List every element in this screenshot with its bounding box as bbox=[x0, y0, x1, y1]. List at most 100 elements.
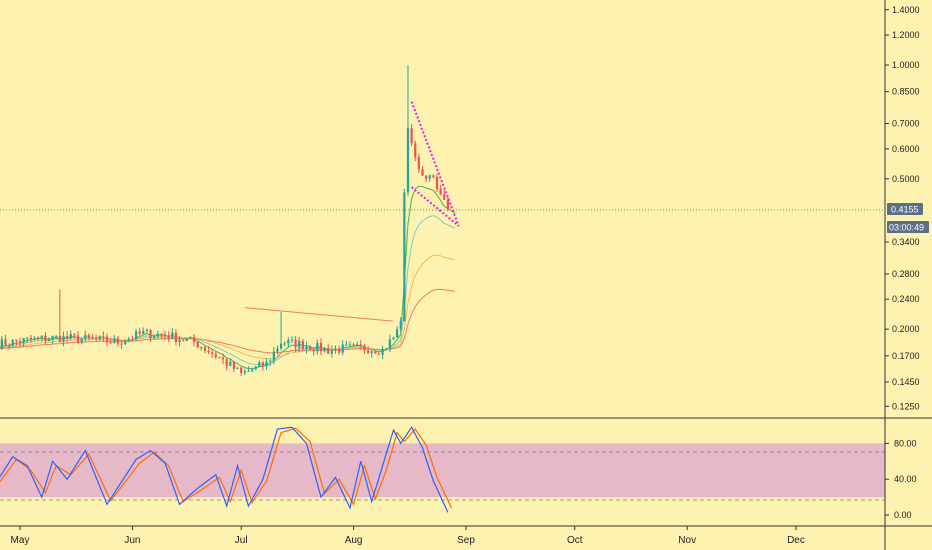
candle bbox=[138, 327, 141, 336]
candle bbox=[167, 331, 170, 343]
candle-body bbox=[276, 348, 279, 352]
candle-body bbox=[29, 337, 33, 340]
candle bbox=[196, 340, 199, 349]
candle bbox=[80, 337, 83, 345]
candle-body bbox=[348, 344, 352, 346]
candle-body bbox=[439, 188, 442, 195]
candle bbox=[421, 166, 424, 177]
price-tick-label: 0.2000 bbox=[892, 324, 920, 334]
candle bbox=[385, 347, 388, 351]
candle bbox=[374, 351, 377, 355]
candle bbox=[265, 357, 268, 371]
candle-body bbox=[356, 344, 359, 346]
stochastic-axis[interactable]: 80.00 40.00 0.00 bbox=[885, 438, 917, 520]
candle-body bbox=[109, 342, 112, 344]
price-tick-label: 0.1450 bbox=[892, 377, 920, 387]
candle bbox=[298, 336, 301, 353]
candle-body bbox=[120, 343, 123, 345]
candles bbox=[0, 64, 449, 377]
candle-body bbox=[167, 335, 170, 339]
candle bbox=[29, 334, 33, 343]
time-axis[interactable]: May Jun Jul Aug Sep Oct Nov Dec bbox=[11, 526, 805, 546]
candle-body bbox=[272, 351, 275, 361]
candle-body bbox=[417, 157, 420, 170]
candle-body bbox=[363, 345, 366, 351]
candle bbox=[127, 336, 130, 343]
candle bbox=[417, 153, 420, 173]
price-tick: 0.2400 bbox=[885, 294, 920, 304]
candle bbox=[258, 360, 261, 367]
candle bbox=[182, 339, 185, 342]
time-tick-label: Jul bbox=[235, 535, 248, 546]
candle bbox=[312, 347, 315, 356]
candle bbox=[214, 351, 217, 360]
candle bbox=[62, 331, 65, 347]
candle bbox=[428, 174, 431, 182]
candle-body bbox=[301, 341, 304, 349]
candle-body bbox=[84, 334, 87, 339]
stochastic-tick-label: 0.00 bbox=[894, 510, 912, 520]
candle bbox=[51, 335, 54, 345]
time-tick: May bbox=[11, 526, 29, 546]
candle bbox=[200, 346, 203, 351]
candle-body bbox=[385, 348, 388, 350]
candle-body bbox=[316, 342, 319, 352]
candle bbox=[218, 356, 221, 359]
candle-body bbox=[174, 332, 178, 343]
candle-body bbox=[203, 347, 207, 351]
price-tick-label: 1.4000 bbox=[892, 5, 920, 15]
candle bbox=[308, 344, 312, 351]
candle bbox=[370, 349, 373, 358]
candle-body bbox=[80, 338, 83, 343]
candle bbox=[403, 188, 406, 322]
candle bbox=[73, 332, 76, 340]
candle bbox=[290, 336, 294, 344]
candle-body bbox=[51, 336, 54, 340]
price-tick-label: 0.2800 bbox=[892, 269, 920, 279]
candle bbox=[294, 336, 297, 353]
price-tick-label: 0.3400 bbox=[892, 237, 920, 247]
candle bbox=[381, 345, 384, 360]
candle bbox=[272, 346, 275, 365]
candle bbox=[113, 335, 116, 344]
candle-body bbox=[287, 339, 290, 344]
candle bbox=[15, 339, 18, 346]
candle bbox=[163, 330, 167, 341]
candle-body bbox=[294, 339, 297, 348]
candle-body bbox=[7, 344, 11, 346]
candle bbox=[232, 360, 236, 372]
candle-body bbox=[250, 369, 254, 371]
price-pane[interactable] bbox=[0, 64, 885, 377]
time-tick-label: Oct bbox=[567, 535, 583, 546]
candle bbox=[109, 337, 112, 344]
long-ma-segment bbox=[244, 307, 394, 322]
stochastic-pane[interactable] bbox=[0, 426, 885, 513]
candle-body bbox=[424, 175, 428, 179]
candle bbox=[84, 330, 87, 342]
candle bbox=[98, 335, 101, 341]
time-tick: Jun bbox=[124, 526, 140, 546]
candle bbox=[345, 340, 348, 346]
price-axis[interactable]: 1.4000 1.2000 1.0000 0.8500 0.7000 0.6000 0.50… bbox=[885, 5, 920, 412]
candle-body bbox=[334, 348, 337, 351]
candle bbox=[102, 331, 105, 342]
candle bbox=[66, 331, 69, 344]
candle-body bbox=[142, 331, 145, 334]
candle-body bbox=[236, 367, 239, 369]
candle bbox=[435, 174, 439, 193]
candle bbox=[279, 312, 283, 351]
candle-body bbox=[105, 336, 109, 343]
time-tick: Aug bbox=[345, 526, 362, 546]
candle-body bbox=[178, 339, 181, 343]
candle bbox=[305, 341, 308, 354]
candle-body bbox=[160, 333, 163, 335]
time-tick-label: Nov bbox=[678, 535, 696, 546]
candle-body bbox=[211, 352, 214, 354]
candle-body bbox=[265, 361, 268, 367]
candle bbox=[160, 333, 163, 339]
candle-body bbox=[381, 348, 384, 355]
candle-body bbox=[258, 362, 261, 367]
candle-body bbox=[399, 321, 402, 330]
